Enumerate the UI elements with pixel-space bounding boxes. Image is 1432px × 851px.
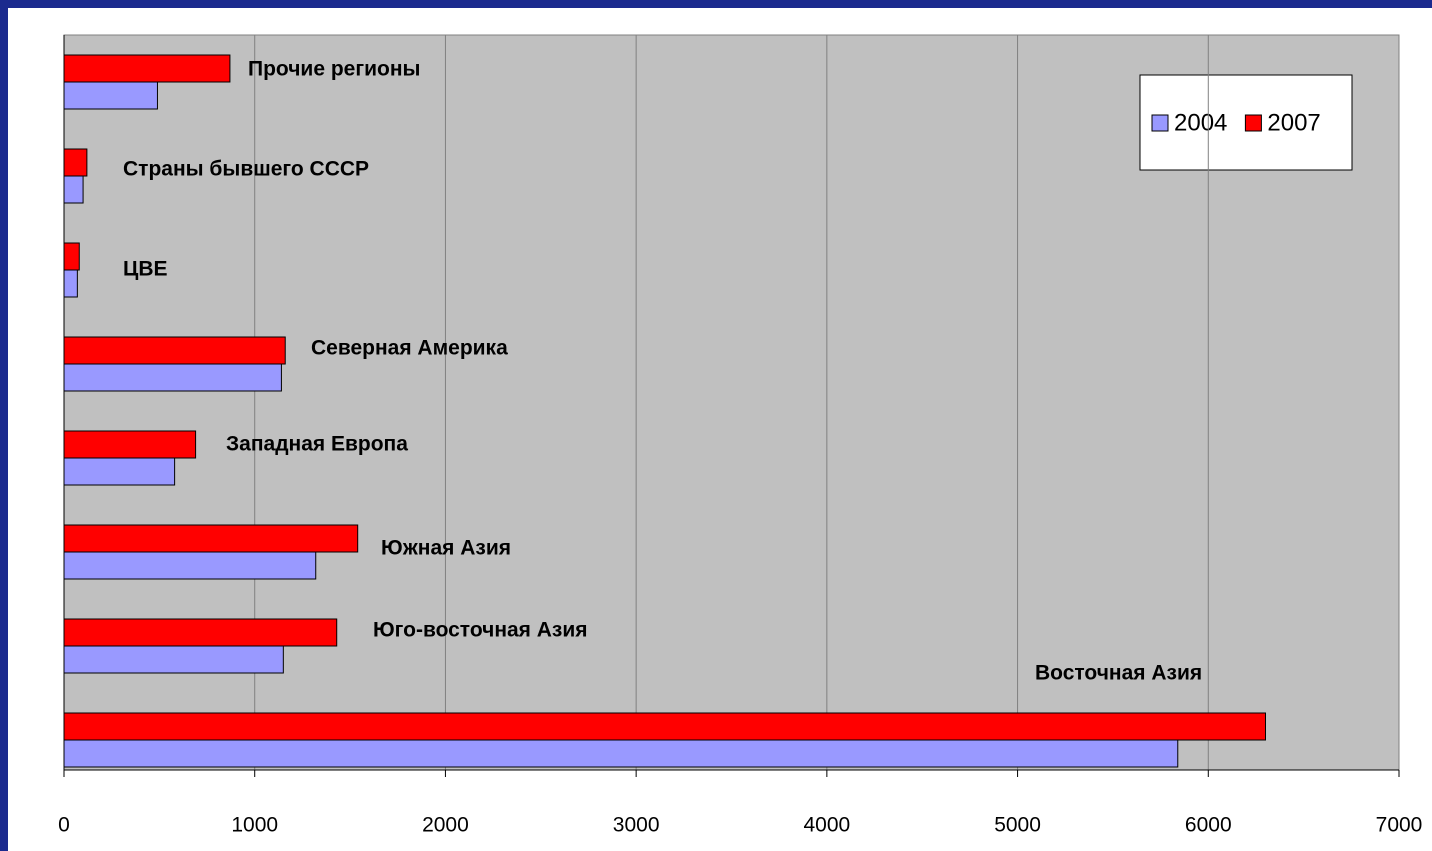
- bar: [63, 81, 158, 110]
- category-label: Страны бывшего СССР: [123, 158, 369, 181]
- bar: [63, 551, 317, 580]
- legend-label: 2004: [1174, 109, 1227, 136]
- category-label: Юго-восточная Азия: [373, 619, 588, 642]
- category-label: Восточная Азия: [1035, 662, 1202, 685]
- x-tick-label: 4000: [803, 814, 850, 837]
- bar: [63, 618, 338, 647]
- category-label: Южная Азия: [381, 537, 511, 560]
- category-label: Северная Америка: [311, 337, 508, 360]
- bar: [63, 148, 88, 177]
- category-label: Прочие регионы: [248, 58, 420, 81]
- bar: [63, 54, 231, 83]
- category-label: Западная Европа: [226, 433, 408, 456]
- bar: [63, 336, 286, 365]
- bar: [63, 645, 284, 674]
- bar: [63, 457, 176, 486]
- bar: [63, 739, 1179, 768]
- x-tick-label: 1000: [231, 814, 278, 837]
- x-tick-label: 2000: [422, 814, 469, 837]
- bar: [63, 430, 197, 459]
- x-tick-label: 7000: [1376, 814, 1423, 837]
- bar: [63, 524, 359, 553]
- x-tick-label: 0: [58, 814, 70, 837]
- x-tick-label: 3000: [613, 814, 660, 837]
- legend: 2004 2007: [1139, 74, 1353, 171]
- legend-swatch: [1244, 114, 1262, 132]
- bar: [63, 175, 84, 204]
- legend-swatch: [1151, 114, 1169, 132]
- bar: [63, 269, 78, 298]
- x-tick-label: 5000: [994, 814, 1041, 837]
- x-tick-label: 6000: [1185, 814, 1232, 837]
- bar: [63, 363, 282, 392]
- category-label: ЦВЕ: [123, 258, 168, 281]
- bar: [63, 242, 80, 271]
- legend-label: 2007: [1267, 109, 1320, 136]
- bar: [63, 712, 1266, 741]
